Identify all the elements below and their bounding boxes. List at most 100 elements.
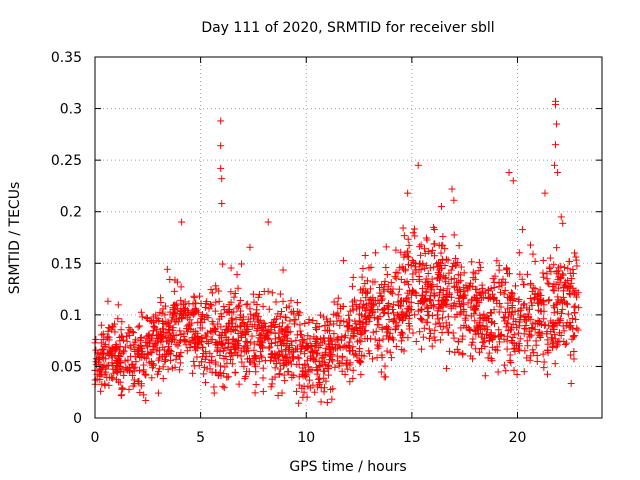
data-point: [359, 265, 367, 273]
data-point: [206, 365, 214, 373]
data-point: [369, 328, 377, 336]
data-point: [171, 318, 179, 326]
data-point: [422, 288, 430, 296]
data-point: [352, 300, 360, 308]
data-point: [439, 307, 447, 315]
data-point: [268, 289, 276, 297]
data-point: [255, 322, 263, 330]
data-point: [553, 244, 561, 252]
data-point: [409, 276, 417, 284]
data-point: [466, 327, 474, 335]
data-point: [268, 375, 276, 383]
data-point: [416, 251, 424, 259]
data-point: [392, 343, 400, 351]
data-point: [315, 344, 323, 352]
data-point: [344, 327, 352, 335]
data-point: [306, 335, 314, 343]
data-point: [267, 339, 275, 347]
data-point: [500, 313, 508, 321]
data-point: [247, 310, 255, 318]
data-point: [434, 315, 442, 323]
data-point: [92, 355, 100, 363]
data-point: [275, 370, 283, 378]
data-point: [316, 362, 324, 370]
data-point: [551, 360, 559, 368]
data-point: [170, 336, 178, 344]
data-point: [149, 313, 157, 321]
data-point: [144, 343, 152, 351]
data-point: [265, 344, 273, 352]
data-point: [176, 327, 184, 335]
data-point: [215, 331, 223, 339]
data-point: [554, 308, 562, 316]
data-point: [102, 340, 110, 348]
data-point: [276, 359, 284, 367]
data-point: [266, 343, 274, 351]
data-point: [345, 338, 353, 346]
data-point: [354, 357, 362, 365]
data-point: [493, 257, 501, 265]
data-point: [571, 249, 579, 257]
data-point: [233, 337, 241, 345]
data-point: [293, 345, 301, 353]
data-point: [428, 275, 436, 283]
data-point: [252, 362, 260, 370]
data-point: [365, 296, 373, 304]
data-point: [228, 314, 236, 322]
data-point: [142, 396, 150, 404]
data-point: [282, 345, 290, 353]
data-point: [567, 380, 575, 388]
data-point: [515, 322, 523, 330]
data-point: [381, 362, 389, 370]
data-point: [383, 271, 391, 279]
data-point: [153, 325, 161, 333]
data-point: [434, 263, 442, 271]
data-point: [108, 353, 116, 361]
data-point: [427, 296, 435, 304]
data-point: [520, 280, 528, 288]
data-point: [321, 360, 329, 368]
data-point: [551, 335, 559, 343]
data-point: [315, 375, 323, 383]
data-point: [142, 338, 150, 346]
data-point: [511, 307, 519, 315]
data-point: [527, 352, 535, 360]
data-point: [453, 261, 461, 269]
data-point: [354, 338, 362, 346]
data-point: [164, 347, 172, 355]
data-point: [522, 313, 530, 321]
data-point: [301, 320, 309, 328]
data-point: [342, 361, 350, 369]
data-point: [505, 169, 513, 177]
data-point: [199, 343, 207, 351]
x-axis-title: GPS time / hours: [289, 459, 406, 475]
data-point: [443, 285, 451, 293]
data-point: [410, 225, 418, 233]
data-point: [301, 360, 309, 368]
data-point: [251, 389, 259, 397]
data-point: [415, 260, 423, 268]
data-point: [424, 304, 432, 312]
data-point: [502, 367, 510, 375]
data-point: [199, 349, 207, 357]
data-point: [235, 302, 243, 310]
data-point: [557, 274, 565, 282]
data-point: [496, 338, 504, 346]
data-point: [276, 365, 284, 373]
data-point: [422, 275, 430, 283]
data-point: [117, 359, 125, 367]
data-point: [446, 347, 454, 355]
data-point: [127, 344, 135, 352]
data-point: [333, 335, 341, 343]
data-point: [101, 381, 109, 389]
y-tick-label: 0.3: [60, 102, 82, 118]
y-tick-label: 0.15: [51, 256, 82, 272]
data-point: [476, 311, 484, 319]
data-point: [361, 251, 369, 259]
data-point: [215, 297, 223, 305]
data-point: [137, 343, 145, 351]
data-point: [221, 363, 229, 371]
data-point: [153, 337, 161, 345]
data-point: [412, 268, 420, 276]
data-point: [324, 371, 332, 379]
